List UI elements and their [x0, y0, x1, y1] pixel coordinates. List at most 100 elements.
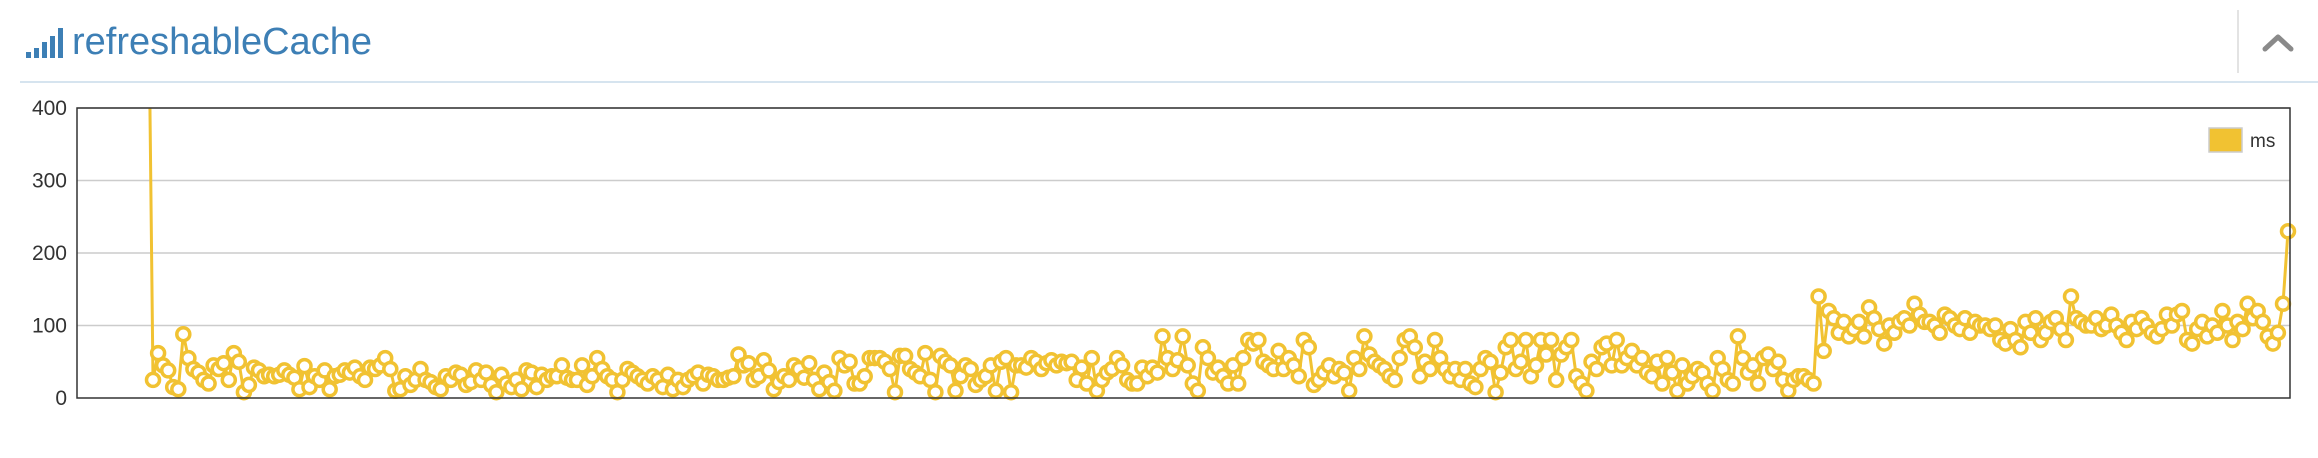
data-point[interactable] — [1588, 360, 1605, 378]
data-point[interactable] — [573, 357, 591, 374]
data-point[interactable] — [1674, 357, 1691, 374]
data-point[interactable] — [1850, 313, 1868, 331]
data-point[interactable] — [1356, 328, 1373, 345]
data-point[interactable] — [1653, 375, 1671, 392]
data-point[interactable] — [1724, 375, 1742, 392]
data-point[interactable] — [1527, 357, 1545, 374]
data-point[interactable] — [1749, 375, 1767, 392]
data-point[interactable] — [1901, 317, 1918, 334]
data-point[interactable] — [1250, 331, 1267, 349]
data-point[interactable] — [1810, 288, 1827, 305]
data-point[interactable] — [1113, 357, 1131, 374]
data-point[interactable] — [382, 360, 399, 378]
data-point[interactable] — [1457, 360, 1474, 378]
data-point[interactable] — [1340, 382, 1358, 400]
data-point[interactable] — [1073, 359, 1090, 376]
data-point[interactable] — [826, 382, 843, 400]
data-point[interactable] — [2279, 223, 2297, 240]
data-point[interactable] — [321, 381, 338, 398]
data-point[interactable] — [432, 381, 449, 398]
data-point[interactable] — [1704, 382, 1721, 400]
data-point[interactable] — [1729, 328, 1747, 345]
data-point[interactable] — [1300, 339, 1318, 356]
data-point[interactable] — [1492, 364, 1509, 381]
data-point[interactable] — [2269, 324, 2287, 342]
data-point[interactable] — [780, 371, 798, 389]
data-point[interactable] — [927, 383, 944, 401]
data-point[interactable] — [220, 371, 238, 389]
data-point[interactable] — [1987, 317, 2004, 334]
data-point[interactable] — [725, 368, 742, 385]
data-point[interactable] — [881, 360, 899, 378]
data-point[interactable] — [987, 382, 1005, 400]
data-point[interactable] — [1875, 335, 1893, 352]
data-point[interactable] — [2234, 320, 2251, 338]
data-point[interactable] — [2274, 295, 2292, 313]
data-point[interactable] — [1234, 349, 1252, 367]
data-point[interactable] — [2027, 310, 2044, 327]
data-point[interactable] — [760, 362, 778, 379]
data-point[interactable] — [1335, 364, 1353, 381]
data-point[interactable] — [1351, 360, 1368, 378]
data-point[interactable] — [1855, 328, 1873, 345]
data-point[interactable] — [1815, 342, 1832, 360]
data-point[interactable] — [1931, 324, 1948, 342]
data-point[interactable] — [1174, 328, 1191, 345]
data-point[interactable] — [1179, 357, 1196, 374]
data-point[interactable] — [1154, 328, 1171, 345]
data-point[interactable] — [1537, 346, 1555, 363]
collapse-button[interactable] — [2240, 10, 2318, 76]
data-point[interactable] — [2254, 313, 2272, 331]
data-point[interactable] — [856, 368, 873, 385]
data-point[interactable] — [896, 347, 914, 365]
data-point[interactable] — [917, 344, 934, 362]
data-point[interactable] — [2012, 339, 2029, 356]
data-point[interactable] — [1633, 349, 1651, 367]
data-point[interactable] — [2062, 288, 2080, 305]
data-point[interactable] — [1406, 339, 1424, 356]
data-point[interactable] — [175, 325, 192, 343]
data-point[interactable] — [962, 360, 979, 378]
data-point[interactable] — [296, 357, 313, 375]
data-point[interactable] — [2057, 331, 2075, 349]
data-point[interactable] — [1290, 368, 1308, 385]
data-point[interactable] — [1542, 331, 1560, 349]
data-point[interactable] — [800, 354, 818, 372]
data-point[interactable] — [1578, 382, 1595, 400]
data-point[interactable] — [942, 357, 959, 374]
data-point[interactable] — [159, 362, 177, 379]
data-point[interactable] — [240, 376, 258, 394]
data-point[interactable] — [1563, 331, 1580, 349]
data-point[interactable] — [170, 381, 187, 398]
data-point[interactable] — [1487, 383, 1504, 401]
data-point[interactable] — [1769, 353, 1787, 371]
data-point[interactable] — [1149, 364, 1166, 381]
data-point[interactable] — [1608, 331, 1625, 349]
data-point[interactable] — [200, 375, 217, 392]
data-point[interactable] — [886, 383, 904, 401]
data-point[interactable] — [1805, 375, 1822, 392]
data-point[interactable] — [1517, 331, 1535, 349]
data-point[interactable] — [144, 371, 162, 389]
data-point[interactable] — [1482, 353, 1499, 371]
data-point[interactable] — [513, 381, 530, 398]
data-point[interactable] — [2183, 335, 2201, 352]
data-point[interactable] — [1467, 378, 1484, 396]
data-point[interactable] — [1391, 349, 1408, 367]
data-point[interactable] — [1002, 383, 1020, 401]
data-point[interactable] — [2173, 302, 2191, 320]
data-point[interactable] — [1547, 371, 1565, 389]
data-point[interactable] — [740, 354, 757, 372]
data-point[interactable] — [1421, 360, 1439, 378]
data-point[interactable] — [1083, 349, 1101, 367]
data-point[interactable] — [1426, 331, 1444, 349]
data-point[interactable] — [841, 353, 858, 371]
data-point[interactable] — [2118, 331, 2135, 349]
data-point[interactable] — [1199, 349, 1217, 367]
data-point[interactable] — [1386, 371, 1403, 389]
data-point[interactable] — [1189, 382, 1207, 400]
data-point[interactable] — [1502, 331, 1519, 349]
data-point[interactable] — [1512, 353, 1530, 371]
data-point[interactable] — [947, 382, 964, 400]
data-point[interactable] — [230, 353, 248, 371]
